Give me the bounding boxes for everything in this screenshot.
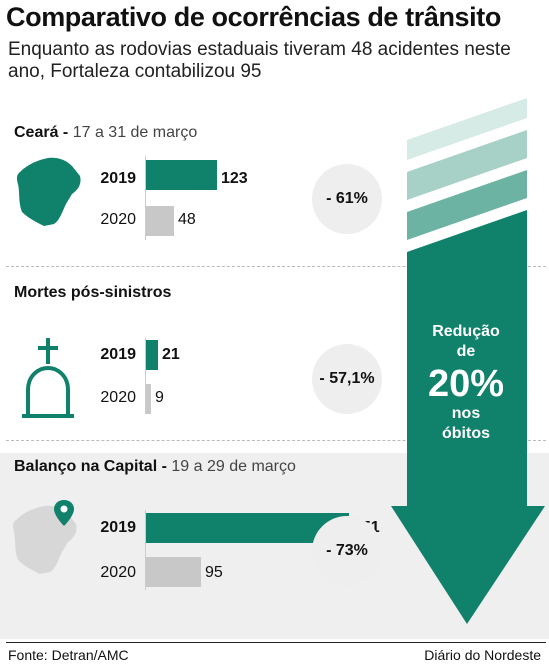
arrow-line-2: de (456, 343, 476, 360)
fortaleza-map-icon (12, 500, 77, 574)
arrow-percentage: 20% (427, 363, 505, 405)
page-subtitle: Enquanto as rodovias estaduais tiveram 4… (8, 39, 511, 82)
bar-2019 (146, 340, 158, 370)
bar-2020 (146, 384, 151, 414)
bar-value-label: 21 (162, 346, 180, 363)
section-divider (6, 440, 546, 441)
footer-credit: Diário do Nordeste (424, 647, 541, 663)
reduction-arrow-graphic (391, 98, 545, 624)
arrow-label-top: Redução de (421, 322, 511, 362)
bar-axis (145, 338, 146, 414)
bar-2020 (146, 557, 201, 587)
section-header-capital: Balanço na Capital - 19 a 29 de março (14, 458, 296, 475)
bar-axis (145, 510, 146, 590)
bar-year-label: 2019 (100, 519, 136, 536)
bar-year-label: 2019 (100, 346, 136, 363)
bar-value-label: 95 (205, 564, 223, 581)
grave-cross-icon (22, 338, 74, 418)
arrow-line-3: nos (451, 405, 481, 422)
bar-year-label: 2020 (100, 564, 136, 581)
bar-value-label: 123 (221, 170, 248, 187)
change-badge: - 57,1% (312, 344, 382, 414)
footer-rule (6, 642, 546, 643)
section-header-mortes: Mortes pós-sinistros (14, 284, 171, 302)
section-title: Mortes pós-sinistros (14, 284, 172, 301)
bar-year-label: 2020 (100, 211, 136, 228)
bar-year-label: 2019 (100, 170, 136, 187)
section-date: 19 a 29 de março (171, 458, 296, 475)
arrow-line-4: óbitos (442, 425, 490, 442)
bar-2020 (146, 206, 174, 236)
arrow-line-1: Redução (432, 323, 500, 340)
bar-2019 (146, 160, 217, 190)
page-title: Comparativo de ocorrências de trânsito (6, 2, 501, 32)
footer-source: Fonte: Detran/AMC (8, 647, 129, 663)
section-title: Balanço na Capital (14, 458, 158, 475)
bar-axis (145, 156, 146, 240)
section-header-ceara: Ceará - 17 a 31 de março (14, 124, 198, 141)
section-title: Ceará (14, 124, 59, 141)
section-divider (6, 266, 546, 267)
bar-year-label: 2020 (100, 389, 136, 406)
arrow-label-bottom: nos óbitos (421, 404, 511, 444)
change-badge: - 73% (312, 516, 382, 586)
change-badge: - 61% (312, 164, 382, 234)
bar-value-label: 48 (178, 211, 196, 228)
ceara-map-icon (16, 157, 81, 226)
section-date: 17 a 31 de março (72, 124, 198, 141)
bar-value-label: 9 (155, 389, 164, 406)
